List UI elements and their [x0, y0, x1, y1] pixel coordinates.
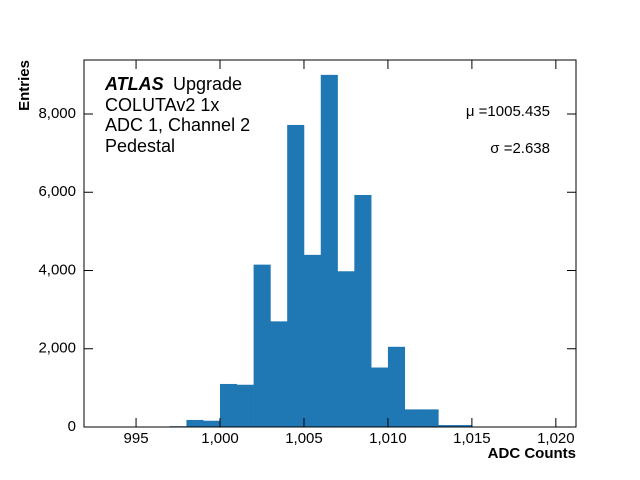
x-tick-label: 995: [124, 430, 149, 447]
y-tick-label: 6,000: [38, 183, 76, 200]
x-tick-label: 1,015: [453, 430, 491, 447]
x-tick-label: 1,020: [537, 430, 575, 447]
bar: [186, 419, 204, 427]
y-tick-label: 2,000: [38, 340, 76, 357]
x-tick-label: 1,005: [285, 430, 323, 447]
x-axis-label: ADC Counts: [488, 445, 576, 462]
experiment-tag: Upgrade: [173, 74, 242, 94]
bar: [371, 367, 389, 427]
bar: [354, 194, 372, 427]
plot-frame: [83, 59, 577, 428]
bar: [387, 346, 406, 427]
bar: [236, 384, 254, 427]
y-tick-label: 8,000: [38, 105, 76, 122]
bar: [320, 74, 338, 428]
mu-label: μ =1005.435: [466, 103, 550, 120]
bar: [270, 321, 288, 427]
bar: [303, 254, 322, 427]
bar: [220, 383, 238, 427]
bar: [438, 425, 456, 427]
bar: [253, 264, 271, 427]
y-tick-label: 0: [68, 418, 76, 435]
bar: [203, 420, 221, 427]
x-tick-label: 1,010: [369, 430, 407, 447]
sigma-label: σ =2.638: [490, 140, 550, 157]
x-tick-label: 1,000: [201, 430, 239, 447]
bar: [455, 425, 473, 427]
bar: [287, 124, 305, 428]
y-axis-label: Entries: [16, 60, 33, 111]
y-tick-label: 4,000: [38, 261, 76, 278]
bar: [337, 271, 355, 427]
info-line: ADC 1, Channel 2: [105, 115, 250, 135]
experiment-label: ATLAS: [104, 74, 164, 94]
info-line: COLUTAv2 1x: [105, 95, 219, 115]
info-line: Pedestal: [105, 136, 175, 156]
bar: [421, 409, 439, 427]
bar: [404, 409, 422, 427]
